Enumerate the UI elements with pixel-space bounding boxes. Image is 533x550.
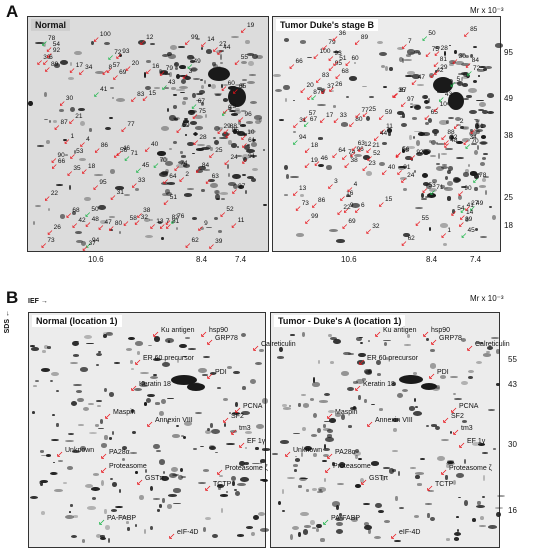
gel-a-normal-xtick: 7.4: [235, 255, 247, 264]
panel-a-letter: A: [6, 2, 19, 21]
panel-a-mr-label: Mr x 10⁻³: [470, 6, 504, 15]
gel-b-ytick: 30: [508, 440, 517, 449]
gel-b-tumor: Tumor - Duke's A (location 1): [270, 312, 500, 548]
gel-b-ytick: 16: [508, 506, 517, 515]
panel-b-mr-label: Mr x 10⁻³: [470, 294, 504, 303]
gel-a-tumor-title: Tumor Duke's stage B: [276, 19, 378, 31]
gel-a-ytick: 49: [504, 94, 513, 103]
gel-b-normal: Normal (location 1): [28, 312, 266, 548]
gel-b-ytick: 55: [508, 355, 517, 364]
sds-label-text: SDS: [4, 318, 11, 334]
gel-a-ytick: 95: [504, 48, 513, 57]
gel-a-ytick: 18: [504, 221, 513, 230]
ief-label: IEF →: [28, 298, 48, 305]
gel-a-tumor: Tumor Duke's stage B: [272, 16, 501, 252]
ief-arrow-icon: →: [40, 298, 48, 305]
gel-a-normal-title: Normal: [31, 19, 71, 31]
gel-b-normal-title: Normal (location 1): [32, 315, 122, 327]
gel-a-normal-xtick: 10.6: [88, 255, 104, 264]
gel-a-ytick: 25: [504, 193, 513, 202]
gel-b-ytick: 43: [508, 380, 517, 389]
panel-b-letter: B: [6, 288, 19, 307]
gel-a-tumor-xtick: 10.6: [341, 255, 357, 264]
gel-a-normal-xtick: 8.4: [196, 255, 208, 264]
gel-a-normal: Normal: [27, 16, 269, 252]
gel-b-tumor-title: Tumor - Duke's A (location 1): [274, 315, 406, 327]
gel-a-ytick: 38: [504, 131, 513, 140]
ief-label-text: IEF: [28, 298, 39, 305]
sds-label: SDS ←: [4, 310, 11, 333]
gel-a-tumor-xtick: 7.4: [470, 255, 482, 264]
gel-a-tumor-xtick: 8.4: [426, 255, 438, 264]
sds-arrow-icon: ←: [4, 310, 11, 317]
